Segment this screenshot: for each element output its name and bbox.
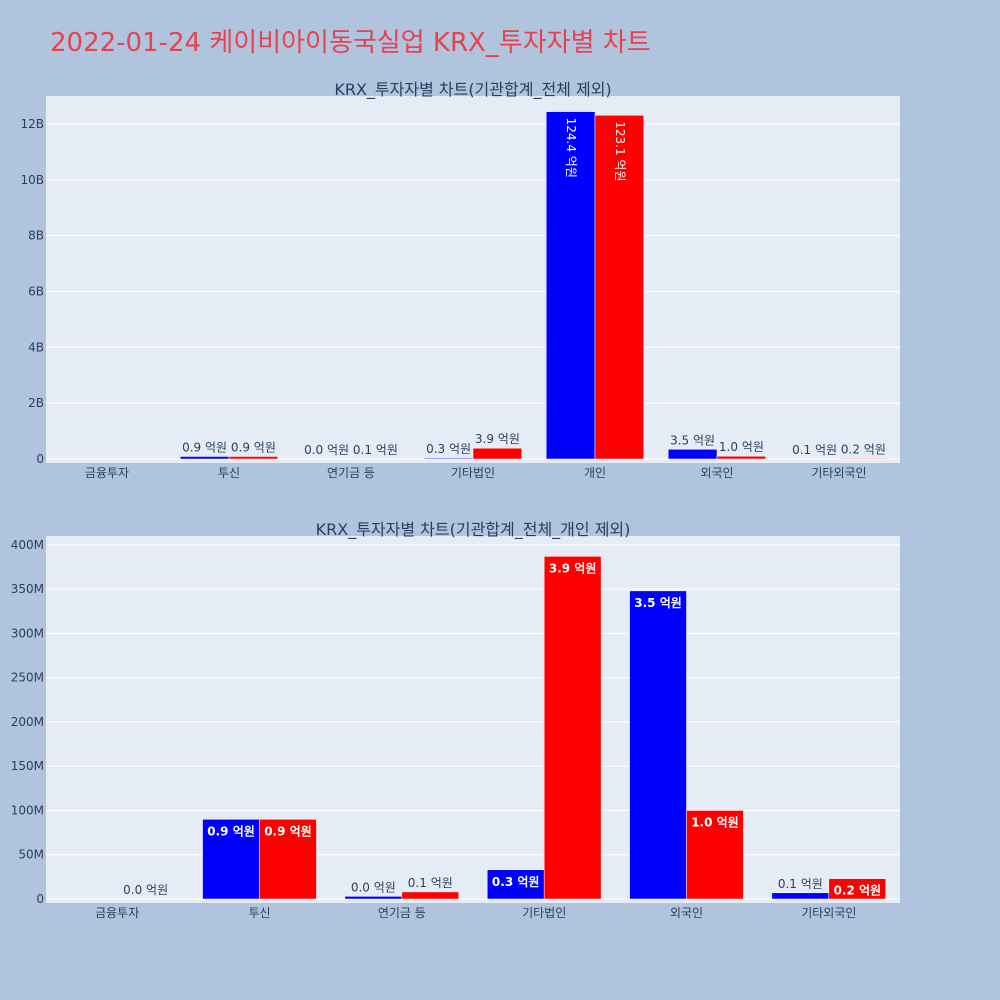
bar-0-1-5: [716, 455, 767, 460]
bar-1-1-3: [543, 556, 602, 900]
data-label-0-0-5: 3.5 억원: [670, 433, 715, 447]
y-tick-label-1: 150M: [11, 759, 44, 773]
data-label-1-1-0: 0.0 억원: [123, 883, 168, 897]
y-tick-label-1: 200M: [11, 715, 44, 729]
bar-0-0-3: [423, 457, 474, 460]
data-label-0-1-5: 1.0 억원: [719, 440, 764, 454]
y-tick-label-0: 6B: [28, 284, 44, 298]
data-label-0-1-2: 0.1 억원: [353, 443, 398, 457]
x-tick-label-0: 개인: [584, 466, 606, 480]
data-label-0-1-3: 3.9 억원: [475, 432, 520, 446]
data-label-0-0-2: 0.0 억원: [304, 443, 349, 457]
bar-1-1-5: [828, 878, 887, 900]
y-tick-label-0: 0: [36, 452, 44, 466]
bar-1-0-5: [771, 892, 830, 900]
y-tick-label-0: 12B: [20, 117, 44, 131]
bar-1-0-3: [486, 869, 545, 900]
page-title: 2022-01-24 케이비아이동국실업 KRX_투자자별 차트: [50, 28, 651, 58]
plot-area-1: [46, 536, 900, 903]
data-label-1-0-5: 0.1 억원: [778, 877, 823, 891]
x-tick-label-0: 투신: [218, 466, 240, 480]
data-label-0-1-6: 0.2 억원: [841, 442, 886, 456]
chart-title-0: KRX_투자자별 차트(기관합계_전체 제외): [334, 80, 611, 100]
y-tick-label-0: 8B: [28, 229, 44, 243]
data-label-1-0-1: 0.9 억원: [207, 824, 255, 838]
data-label-1-1-1: 0.9 억원: [264, 824, 312, 838]
y-tick-label-1: 100M: [11, 803, 44, 817]
y-tick-label-0: 2B: [28, 396, 44, 410]
data-label-1-1-4: 1.0 억원: [691, 815, 739, 829]
x-tick-label-1: 기타법인: [522, 906, 566, 920]
x-tick-label-0: 연기금 등: [327, 466, 375, 480]
data-label-1-1-5: 0.2 억원: [834, 884, 882, 898]
data-label-1-1-3: 3.9 억원: [549, 561, 597, 575]
y-tick-label-1: 300M: [11, 626, 44, 640]
x-tick-label-0: 외국인: [700, 466, 733, 480]
bar-1-0-2: [344, 896, 403, 900]
bar-0-0-5: [667, 449, 718, 460]
bar-1-1-4: [686, 810, 744, 900]
bar-1-1-2: [401, 891, 460, 900]
y-tick-label-1: 400M: [11, 538, 44, 552]
y-tick-label-1: 250M: [11, 671, 44, 685]
y-tick-label-1: 350M: [11, 582, 44, 596]
y-tick-label-0: 10B: [20, 173, 44, 187]
x-tick-label-1: 금융투자: [95, 906, 139, 920]
data-label-0-0-3: 0.3 억원: [426, 442, 471, 456]
bar-0-0-4: [545, 111, 596, 460]
bar-0-1-3: [472, 447, 523, 460]
chart-title-1: KRX_투자자별 차트(기관합계_전체_개인 제외): [316, 520, 631, 540]
x-tick-label-1: 연기금 등: [378, 906, 426, 920]
bar-0-1-4: [594, 115, 645, 460]
data-label-1-0-4: 3.5 억원: [634, 596, 682, 610]
x-tick-label-0: 기타법인: [451, 466, 495, 480]
bar-1-1-1: [259, 819, 317, 900]
data-label-1-0-2: 0.0 억원: [351, 880, 396, 894]
x-tick-label-0: 기타외국인: [811, 466, 866, 480]
x-tick-label-1: 기타외국인: [801, 906, 856, 920]
data-label-1-1-2: 0.1 억원: [408, 876, 453, 890]
data-label-0-1-4: 123.1 억원: [613, 121, 627, 181]
plot-area-0: [46, 96, 900, 463]
bar-0-1-1: [228, 456, 279, 460]
data-label-0-0-4: 124.4 억원: [564, 118, 578, 178]
bar-1-0-1: [202, 819, 260, 900]
data-label-0-0-6: 0.1 억원: [792, 443, 837, 457]
x-tick-label-1: 외국인: [670, 906, 703, 920]
y-tick-label-0: 4B: [28, 340, 44, 354]
y-tick-label-1: 0: [36, 892, 44, 906]
x-tick-label-1: 투신: [248, 906, 270, 920]
x-tick-label-0: 금융투자: [85, 466, 129, 480]
bar-0-1-6: [838, 458, 889, 460]
bar-1-0-4: [629, 590, 687, 900]
y-tick-label-1: 50M: [18, 848, 44, 862]
data-label-1-0-3: 0.3 억원: [492, 875, 540, 889]
data-label-0-0-1: 0.9 억원: [182, 440, 227, 454]
bar-0-0-1: [179, 456, 230, 460]
data-label-0-1-1: 0.9 억원: [231, 440, 276, 454]
